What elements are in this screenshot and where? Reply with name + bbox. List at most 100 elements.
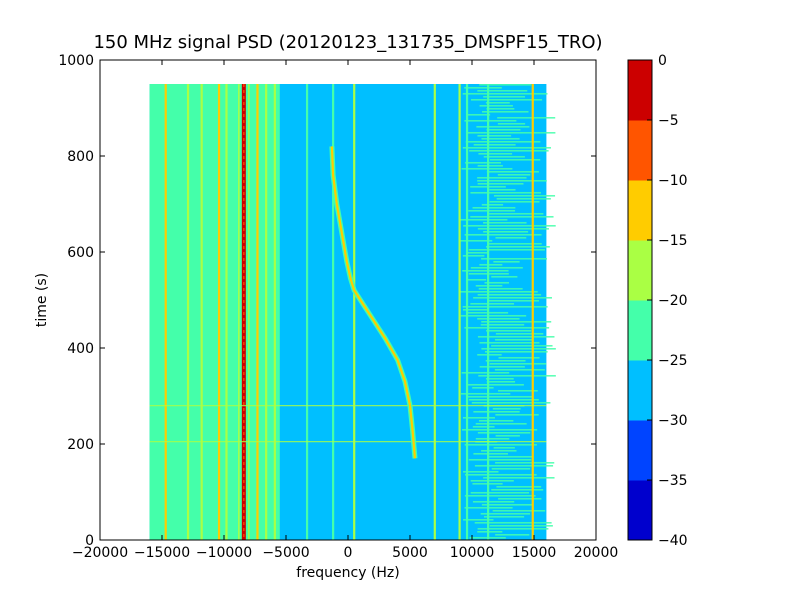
noise-streak xyxy=(496,486,542,488)
horizontal-lines xyxy=(149,405,547,443)
colorbar-segment xyxy=(628,300,652,361)
x-tick-label: 5000 xyxy=(392,545,428,561)
noise-streak xyxy=(483,96,526,98)
noise-streak xyxy=(466,252,489,254)
noise-streak xyxy=(486,330,532,332)
noise-streak xyxy=(482,111,529,113)
x-tick-label: 20000 xyxy=(574,545,619,561)
noise-streak xyxy=(464,120,517,122)
plot-area xyxy=(149,84,556,540)
noise-streak xyxy=(477,165,503,167)
colorbar-tick-label: −30 xyxy=(658,413,688,429)
noise-streak xyxy=(472,387,494,389)
noise-streak xyxy=(481,504,533,506)
noise-streak xyxy=(467,384,524,386)
noise-streak xyxy=(489,159,541,161)
noise-streak xyxy=(493,261,520,263)
noise-streak xyxy=(459,219,508,221)
colorbar-segment xyxy=(628,480,652,541)
noise-streak xyxy=(477,318,520,320)
colorbar-tick-label: −25 xyxy=(658,353,688,369)
noise-streak xyxy=(470,216,554,218)
noise-streak xyxy=(479,264,503,266)
noise-streak xyxy=(496,198,551,200)
noise-streak xyxy=(489,189,516,191)
noise-streak xyxy=(497,123,526,125)
noise-streak xyxy=(483,477,555,479)
noise-streak xyxy=(495,414,539,416)
noise-streak xyxy=(470,303,515,305)
noise-streak xyxy=(470,480,514,482)
noise-streak xyxy=(464,495,536,497)
noise-streak xyxy=(481,321,552,323)
noise-streak xyxy=(491,276,518,278)
noise-streak xyxy=(473,297,552,299)
noise-streak xyxy=(486,381,516,383)
x-tick-label: −20000 xyxy=(72,545,128,561)
noise-streak xyxy=(462,306,548,308)
noise-streak xyxy=(489,201,540,203)
noise-streak xyxy=(462,270,509,272)
noise-streak xyxy=(462,93,548,95)
noise-streak xyxy=(477,177,527,179)
noise-streak xyxy=(466,396,533,398)
noise-streak xyxy=(484,282,510,284)
noise-streak xyxy=(493,447,515,449)
noise-streak xyxy=(471,402,551,404)
noise-streak xyxy=(487,243,542,245)
noise-streak xyxy=(461,372,510,374)
noise-streak xyxy=(495,462,555,464)
noise-streak xyxy=(480,513,531,515)
x-tick-label: 10000 xyxy=(450,545,495,561)
noise-streak xyxy=(479,84,532,86)
noise-streak xyxy=(477,183,524,185)
noise-streak xyxy=(472,426,495,428)
noise-streak xyxy=(464,444,537,446)
noise-streak xyxy=(465,162,502,164)
y-axis: 0 200 400 600 800 1000 xyxy=(58,53,596,549)
colorbar-tick-label: 0 xyxy=(658,53,667,69)
noise-streak xyxy=(498,357,540,359)
noise-streak xyxy=(492,510,546,512)
noise-streak xyxy=(488,456,533,458)
noise-streak xyxy=(481,138,520,140)
noise-streak xyxy=(491,468,531,470)
noise-streak xyxy=(488,300,540,302)
noise-streak xyxy=(478,153,513,155)
noise-streak xyxy=(462,255,485,257)
noise-streak xyxy=(464,474,537,476)
y-tick-label: 800 xyxy=(67,149,94,165)
noise-streak xyxy=(489,363,547,365)
noise-streak xyxy=(464,234,542,236)
colorbar-segment xyxy=(628,420,652,481)
noise-streak xyxy=(464,327,550,329)
noise-streak xyxy=(477,228,549,230)
noise-streak xyxy=(478,288,523,290)
noise-streak xyxy=(463,471,499,473)
noise-streak xyxy=(477,180,547,182)
noise-streak xyxy=(466,114,491,116)
x-tick-label: −15000 xyxy=(134,545,190,561)
noise-streak xyxy=(486,129,521,131)
noise-streak xyxy=(483,156,525,158)
noise-streak xyxy=(483,222,527,224)
noise-streak xyxy=(469,150,549,152)
noise-streak xyxy=(479,105,513,107)
noise-streak xyxy=(463,417,495,419)
noise-streak xyxy=(479,342,540,344)
noise-streak xyxy=(462,147,551,149)
noise-streak xyxy=(465,141,541,143)
noise-streak xyxy=(463,519,494,521)
noise-streak xyxy=(477,135,512,137)
colorbar-segment xyxy=(628,240,652,301)
noise-streak xyxy=(460,240,493,242)
noise-streak xyxy=(462,429,538,431)
y-tick-label: 1000 xyxy=(58,53,94,69)
colorbar-tick-label: −15 xyxy=(658,233,688,249)
noise-streak xyxy=(487,213,544,215)
noise-streak xyxy=(460,315,527,317)
noise-streak xyxy=(473,144,516,146)
x-tick-label: −5000 xyxy=(262,545,309,561)
x-tick-label: −10000 xyxy=(196,545,252,561)
